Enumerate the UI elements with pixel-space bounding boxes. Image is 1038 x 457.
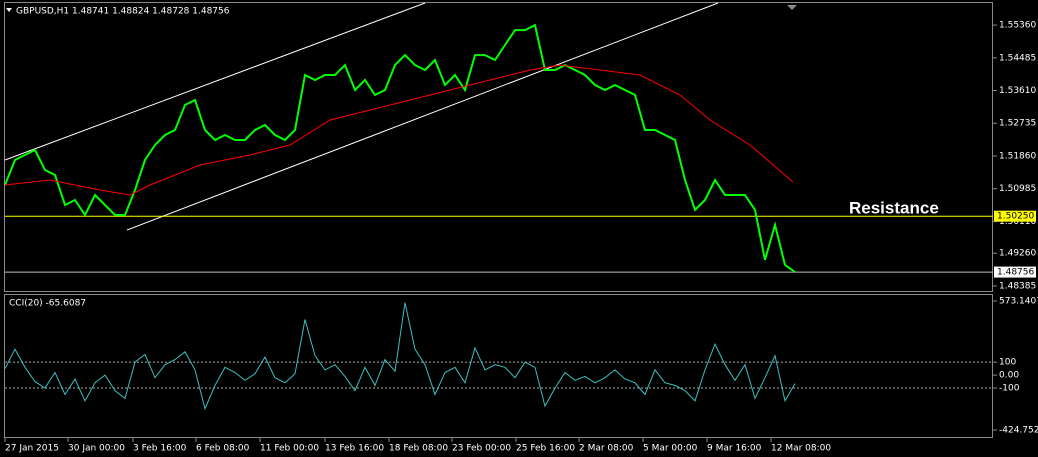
- indicator-pane: [4, 294, 993, 438]
- y-tick-label: 1.50985: [999, 184, 1036, 194]
- y-tick-label: 1.52735: [999, 119, 1036, 129]
- price-label-box: [994, 210, 1036, 222]
- x-tick-label: 25 Feb 16:00: [516, 444, 575, 454]
- price-label: 1.48756: [997, 268, 1034, 278]
- channel-upper: [4, 2, 426, 161]
- y-tick-label: -100: [999, 384, 1020, 394]
- y-tick-label: 100: [999, 358, 1016, 368]
- y-tick-label: 1.49260: [999, 249, 1036, 259]
- x-tick-label: 13 Feb 16:00: [325, 444, 384, 454]
- x-tick-label: 5 Mar 00:00: [643, 444, 698, 454]
- shift-marker: [787, 5, 797, 10]
- y-tick-label: 1.48385: [999, 281, 1036, 291]
- y-tick-label: 1.54485: [999, 53, 1036, 63]
- y-tick-label: 1.53610: [999, 86, 1036, 96]
- annotation: Resistance: [849, 198, 939, 217]
- price-label-box: [994, 266, 1036, 278]
- x-tick-label: 2 Mar 08:00: [579, 444, 634, 454]
- y-tick-label: 573.1407: [999, 297, 1038, 307]
- x-tick-label: 12 Mar 08:00: [771, 444, 831, 454]
- indicator-title: CCI(20) -65.6087: [9, 299, 86, 309]
- y-tick-label: 1.50110: [999, 217, 1036, 227]
- series-line: [4, 64, 794, 196]
- x-tick-label: 27 Jan 2015: [5, 444, 59, 454]
- x-tick-label: 6 Feb 08:00: [196, 444, 250, 454]
- x-tick-label: 30 Jan 00:00: [68, 444, 125, 454]
- price-title: GBPUSD,H1 1.48741 1.48824 1.48728 1.4875…: [16, 7, 230, 17]
- y-tick-label: 1.55360: [999, 21, 1036, 31]
- price-pane: [4, 2, 993, 292]
- series-line: [4, 23, 796, 273]
- x-tick-label: 18 Feb 08:00: [389, 444, 448, 454]
- x-tick-label: 9 Mar 16:00: [707, 444, 762, 454]
- y-tick-label: 0.00: [999, 371, 1019, 381]
- x-tick-label: 11 Feb 00:00: [260, 444, 319, 454]
- menu-arrow: [6, 8, 12, 12]
- series-line: [4, 302, 796, 411]
- channel-lower: [126, 2, 719, 231]
- price-label: 1.50250: [997, 212, 1034, 222]
- x-tick-label: 23 Feb 00:00: [452, 444, 511, 454]
- y-tick-label: -424.7525: [999, 426, 1038, 436]
- y-tick-label: 1.51860: [999, 151, 1036, 161]
- x-tick-label: 3 Feb 16:00: [133, 444, 187, 454]
